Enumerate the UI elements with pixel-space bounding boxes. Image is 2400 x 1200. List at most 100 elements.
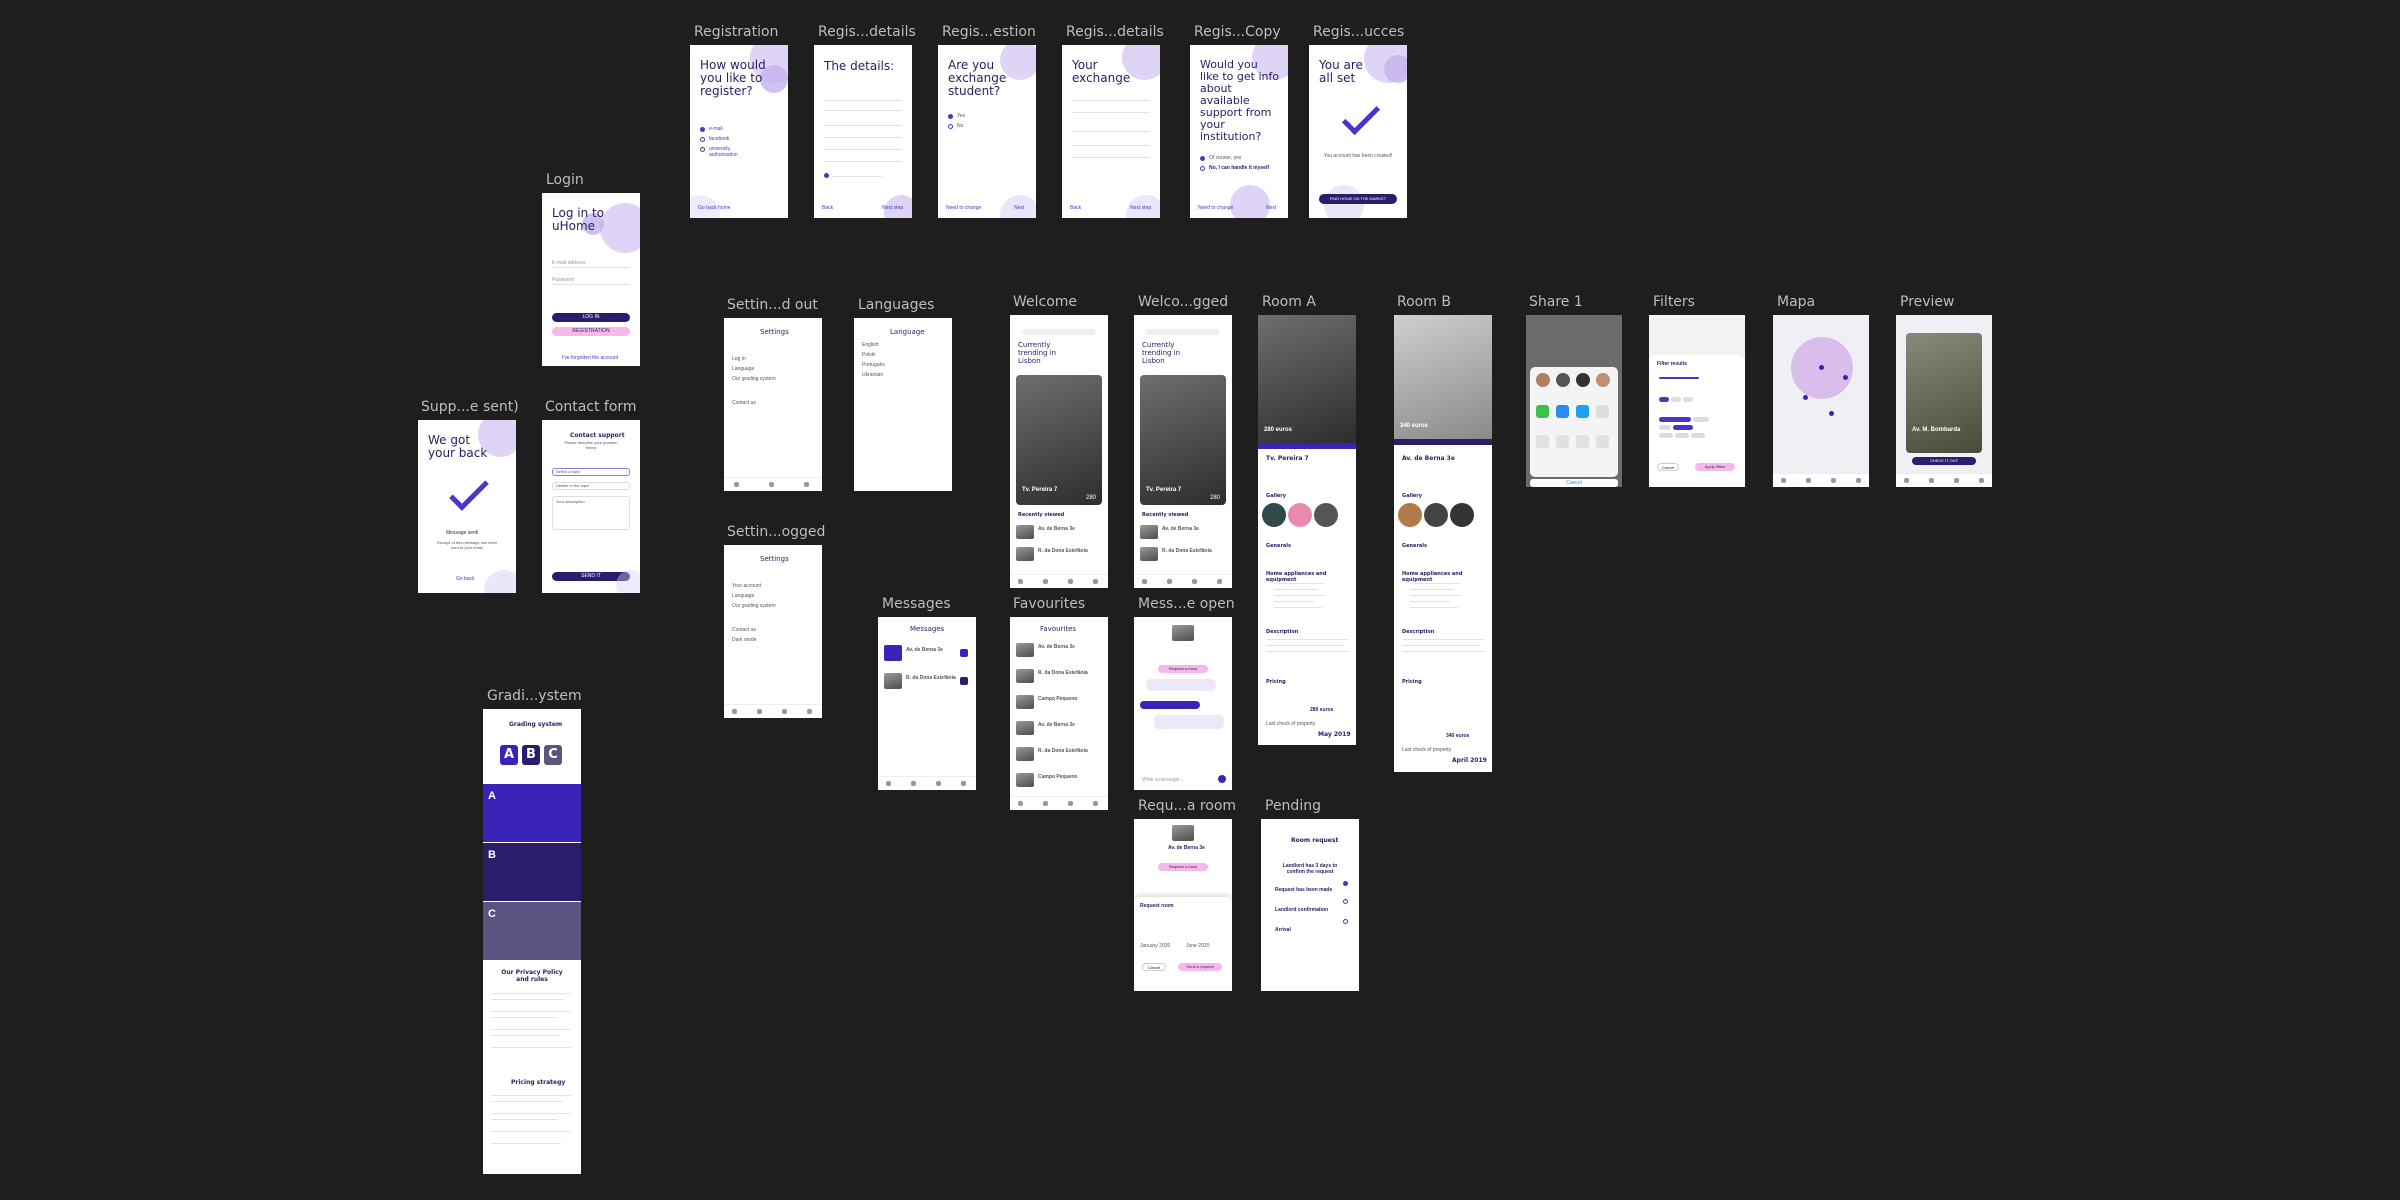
message-title[interactable]: Av. de Berna 3e xyxy=(906,647,943,653)
input-line[interactable] xyxy=(824,149,902,150)
input-line[interactable] xyxy=(1072,145,1150,146)
next-link[interactable]: Next xyxy=(1266,205,1277,211)
action-icon[interactable] xyxy=(1576,435,1589,448)
search-input[interactable] xyxy=(1146,329,1220,335)
input-line[interactable] xyxy=(824,137,902,138)
radio-university[interactable] xyxy=(700,147,705,152)
preview-card[interactable]: Av. M. Bombarda xyxy=(1906,333,1982,453)
message-title[interactable]: R. da Dona Estefânia xyxy=(906,675,956,681)
send-icon[interactable] xyxy=(1218,775,1226,783)
contact-avatar[interactable] xyxy=(1536,373,1550,387)
gallery-thumb[interactable] xyxy=(1424,503,1448,527)
details-field[interactable]: Details of the topic xyxy=(552,482,630,490)
filter-chip[interactable] xyxy=(1673,425,1693,430)
settings-item-contact[interactable]: Contact us xyxy=(732,627,756,633)
language-ukrainian[interactable]: Ukrainian xyxy=(862,372,884,378)
action-icon[interactable] xyxy=(1596,435,1609,448)
settings-item-grading[interactable]: Our grading system xyxy=(732,376,776,382)
language-english[interactable]: English xyxy=(862,342,879,348)
back-link[interactable]: Need to change xyxy=(946,205,982,211)
settings-item-dark-mode[interactable]: Dark mode xyxy=(732,637,757,643)
row-title[interactable]: Av. de Berna 3e xyxy=(1038,722,1075,728)
contact-avatar[interactable] xyxy=(1576,373,1590,387)
topic-select[interactable]: Select a topic xyxy=(552,468,630,476)
search-input[interactable] xyxy=(1022,329,1096,335)
filter-chip[interactable] xyxy=(1691,433,1705,438)
row-title[interactable]: Av. de Berna 3e xyxy=(1162,526,1199,532)
room-action-bar[interactable] xyxy=(1394,439,1492,445)
input-line[interactable] xyxy=(1072,100,1150,101)
filter-chip[interactable] xyxy=(1693,417,1709,422)
back-link[interactable]: Need to change xyxy=(1198,205,1234,211)
row-title[interactable]: Campo Pequeno xyxy=(1038,774,1078,780)
next-link[interactable]: Next step xyxy=(882,205,904,211)
mail-app-icon[interactable] xyxy=(1556,405,1569,418)
filter-chip[interactable] xyxy=(1671,397,1681,402)
back-home-link[interactable]: Go back home xyxy=(698,205,731,211)
input-line[interactable] xyxy=(1072,112,1150,113)
cancel-button[interactable]: Cancel xyxy=(1142,963,1166,971)
radio-no[interactable] xyxy=(948,124,953,129)
to-date[interactable]: June 2020 xyxy=(1186,943,1210,949)
twitter-app-icon[interactable] xyxy=(1576,405,1589,418)
radio-no[interactable] xyxy=(1200,166,1205,171)
find-home-button[interactable]: FIND HOME ON THE MARKET xyxy=(1319,194,1397,204)
email-field[interactable]: E-mail address xyxy=(552,260,586,266)
map-pin[interactable] xyxy=(1803,395,1808,400)
contact-avatar[interactable] xyxy=(1556,373,1570,387)
go-back-link[interactable]: Go back xyxy=(456,576,475,582)
input-line[interactable] xyxy=(1072,157,1150,158)
filter-chip[interactable] xyxy=(1683,397,1693,402)
input-line[interactable] xyxy=(824,100,902,101)
map-pin[interactable] xyxy=(1843,375,1848,380)
gallery-thumb[interactable] xyxy=(1398,503,1422,527)
filter-chip[interactable] xyxy=(1675,433,1689,438)
radio-email[interactable] xyxy=(700,127,705,132)
description-textarea[interactable]: Your description xyxy=(552,496,630,530)
input-line[interactable] xyxy=(824,125,902,126)
row-title[interactable]: R. da Dona Estefânia xyxy=(1038,670,1088,676)
request-room-button[interactable]: Request a room xyxy=(1158,665,1208,673)
room-action-bar[interactable] xyxy=(1258,443,1356,449)
request-room-button[interactable]: Request a room xyxy=(1158,863,1208,871)
map-pin[interactable] xyxy=(1829,411,1834,416)
from-date[interactable]: January 2020 xyxy=(1140,943,1171,949)
settings-item-language[interactable]: Language xyxy=(732,366,755,372)
forgot-account-link[interactable]: I've forgotten the account xyxy=(562,355,618,361)
password-field[interactable]: Password xyxy=(552,277,574,283)
row-title[interactable]: Av. de Berna 3e xyxy=(1038,644,1075,650)
cancel-button[interactable]: Cancel xyxy=(1657,463,1679,471)
message-input[interactable]: Write a message... xyxy=(1142,777,1184,783)
action-icon[interactable] xyxy=(1556,435,1569,448)
apply-filters-button[interactable]: Apply filters xyxy=(1695,463,1735,471)
settings-item-account[interactable]: Your account xyxy=(732,583,762,589)
gallery-thumb[interactable] xyxy=(1450,503,1474,527)
row-title[interactable]: R. da Dona Estefânia xyxy=(1038,548,1088,554)
settings-item-login[interactable]: Log in xyxy=(732,356,746,362)
input-line[interactable] xyxy=(824,161,902,162)
next-link[interactable]: Next xyxy=(1014,205,1025,211)
settings-item-language[interactable]: Language xyxy=(732,593,755,599)
back-link[interactable]: Back xyxy=(1070,205,1082,211)
language-portugues[interactable]: Português xyxy=(862,362,885,368)
radio-yes[interactable] xyxy=(1200,156,1205,161)
gallery-thumb[interactable] xyxy=(1288,503,1312,527)
language-polski[interactable]: Polski xyxy=(862,352,876,358)
map-pin[interactable] xyxy=(1819,365,1824,370)
more-app-icon[interactable] xyxy=(1596,405,1609,418)
row-title[interactable]: R. da Dona Estefânia xyxy=(1162,548,1212,554)
row-title[interactable]: Av. de Berna 3e xyxy=(1038,526,1075,532)
back-link[interactable]: Back xyxy=(822,205,834,211)
filter-chip[interactable] xyxy=(1659,433,1673,438)
radio-facebook[interactable] xyxy=(700,137,705,142)
check-it-out-button[interactable]: CHECK IT OUT xyxy=(1912,457,1976,465)
gallery-thumb[interactable] xyxy=(1262,503,1286,527)
send-button[interactable]: SEND IT xyxy=(552,572,630,581)
action-icon[interactable] xyxy=(1536,435,1549,448)
send-request-button[interactable]: Send a request xyxy=(1178,963,1222,971)
trending-card[interactable]: Tv. Pereira 7 280 xyxy=(1016,375,1102,505)
filter-chip[interactable] xyxy=(1659,397,1669,402)
messages-app-icon[interactable] xyxy=(1536,405,1549,418)
cancel-button[interactable]: Cancel xyxy=(1530,479,1618,487)
radio-yes[interactable] xyxy=(948,114,953,119)
